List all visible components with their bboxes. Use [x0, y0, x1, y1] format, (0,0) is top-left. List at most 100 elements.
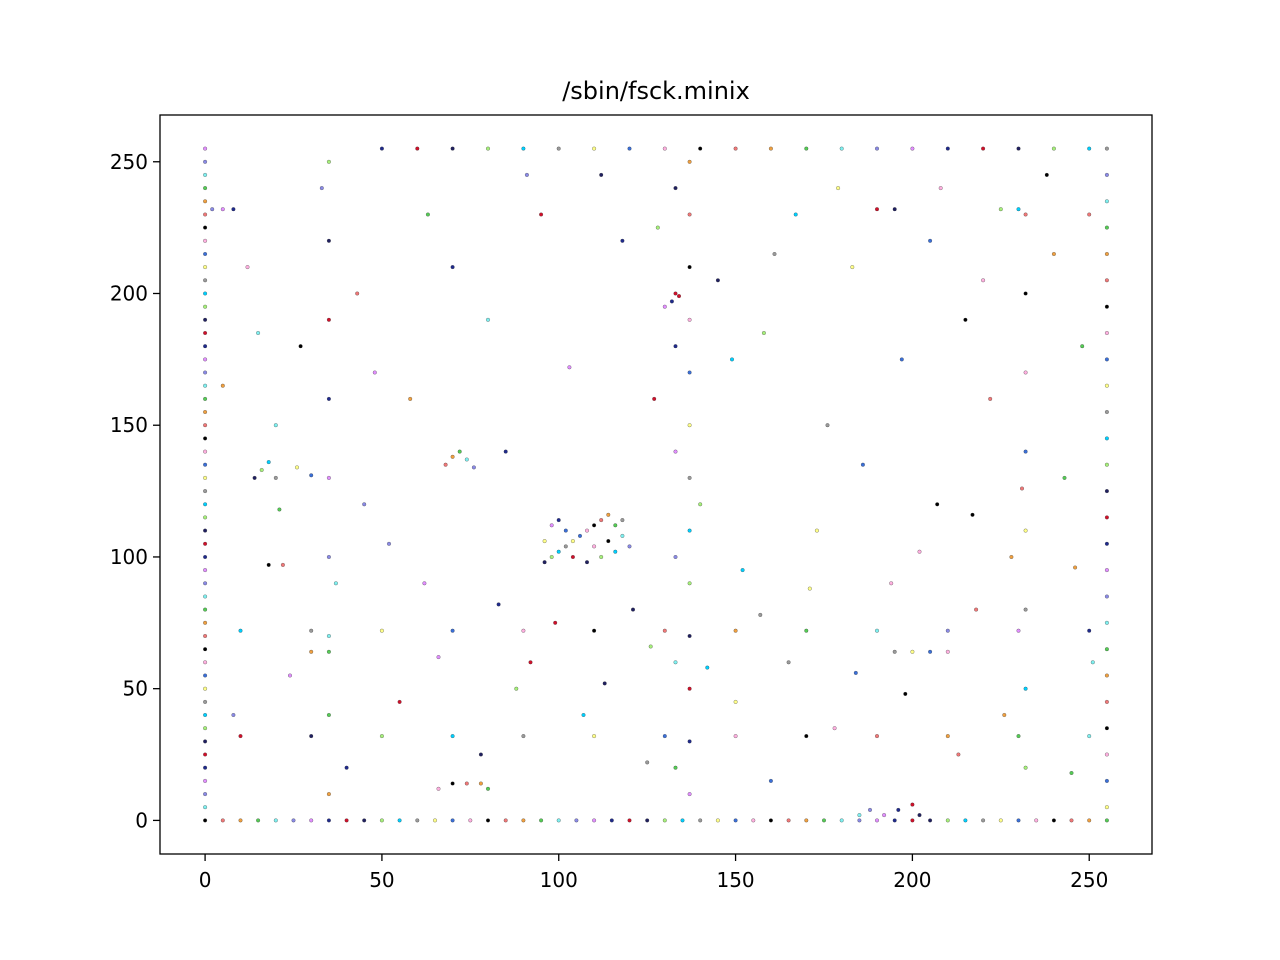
- point-dense-lines-71: [203, 555, 208, 559]
- plot-area: [159, 114, 1153, 855]
- point-scattered-23: [422, 581, 427, 586]
- point-dense-lines-135: [1104, 541, 1109, 546]
- point-dense-lines-181: [326, 555, 331, 559]
- point-scattered-56: [450, 265, 455, 270]
- point-dense-lines-217: [892, 207, 897, 212]
- x-tick-label-3: 150: [716, 868, 754, 892]
- point-dense-lines-144: [1104, 304, 1109, 309]
- point-scattered-38: [231, 713, 236, 717]
- point-dense-lines-192: [592, 628, 597, 633]
- point-dense-lines-13: [433, 818, 437, 823]
- point-dense-lines-63: [203, 660, 208, 665]
- point-dense-lines-221: [910, 649, 915, 654]
- point-scattered-55: [372, 370, 377, 375]
- point-dense-lines-127: [1104, 752, 1109, 757]
- point-dense-lines-46: [1016, 818, 1021, 823]
- point-scattered-76: [705, 665, 710, 670]
- point-cluster-center-41: [478, 781, 483, 786]
- point-dense-lines-141: [1104, 383, 1109, 388]
- point-dense-lines-94: [203, 252, 208, 256]
- point-cluster-center-46: [896, 807, 901, 812]
- point-dense-lines-132: [1104, 620, 1109, 625]
- point-cluster-center-0: [542, 560, 547, 565]
- point-dense-lines-37: [857, 818, 862, 823]
- point-dense-lines-104: [415, 146, 420, 151]
- point-dense-lines-189: [379, 628, 384, 633]
- point-dense-lines-106: [486, 146, 490, 151]
- point-scattered-51: [1002, 713, 1007, 717]
- point-dense-lines-204: [521, 734, 526, 739]
- point-dense-lines-43: [963, 818, 968, 823]
- point-dense-lines-108: [556, 146, 561, 151]
- point-dense-lines-11: [397, 818, 402, 823]
- point-scattered-18: [988, 396, 993, 401]
- point-dense-lines-226: [309, 649, 314, 654]
- point-dense-lines-166: [673, 449, 678, 454]
- point-dense-lines-122: [1051, 146, 1056, 151]
- point-scattered-8: [620, 238, 625, 243]
- point-dense-lines-64: [203, 647, 208, 652]
- point-dense-lines-185: [326, 238, 331, 243]
- y-tick-label-4: 200: [110, 281, 148, 305]
- point-cluster-center-15: [570, 555, 575, 559]
- point-scattered-54: [319, 186, 324, 191]
- point-dense-lines-173: [1023, 528, 1028, 533]
- point-scattered-30: [814, 528, 819, 533]
- point-scattered-50: [956, 752, 961, 757]
- point-cluster-center-7: [592, 523, 597, 528]
- point-cluster-center-13: [549, 523, 554, 528]
- point-scattered-79: [853, 670, 858, 675]
- point-cluster-center-11: [620, 533, 625, 538]
- point-scattered-25: [528, 660, 533, 665]
- point-dense-lines-177: [1023, 212, 1028, 217]
- point-scattered-40: [344, 765, 349, 770]
- point-dense-lines-195: [804, 628, 809, 633]
- point-dense-lines-4: [273, 818, 278, 823]
- point-dense-lines-136: [1104, 515, 1109, 520]
- point-dense-lines-118: [910, 146, 915, 151]
- point-dense-lines-115: [804, 146, 809, 151]
- point-dense-lines-74: [203, 515, 208, 520]
- point-scattered-17: [963, 317, 968, 322]
- point-dense-lines-17: [503, 818, 508, 823]
- point-scattered-7: [567, 365, 572, 370]
- point-dense-lines-170: [1023, 765, 1028, 770]
- point-dense-lines-113: [733, 146, 738, 151]
- point-dense-lines-69: [203, 581, 208, 586]
- point-dense-lines-60: [203, 699, 208, 704]
- point-dense-lines-92: [203, 278, 208, 283]
- point-dense-lines-178: [326, 792, 331, 797]
- point-dense-lines-73: [203, 528, 208, 533]
- point-dense-lines-158: [687, 370, 692, 375]
- point-dense-lines-143: [1104, 331, 1109, 335]
- point-dense-lines-39: [892, 818, 897, 823]
- point-dense-lines-18: [521, 818, 526, 823]
- point-cluster-center-3: [563, 544, 568, 549]
- point-scattered-34: [974, 607, 979, 612]
- point-cluster-center-12: [627, 544, 632, 549]
- point-dense-lines-138: [1104, 462, 1109, 467]
- point-dense-lines-48: [1051, 818, 1056, 823]
- point-dense-lines-191: [521, 628, 526, 633]
- point-cluster-center-48: [917, 813, 922, 818]
- point-dense-lines-6: [309, 818, 314, 823]
- point-dense-lines-161: [687, 212, 692, 217]
- point-cluster-center-44: [868, 807, 872, 812]
- point-scattered-4: [425, 212, 430, 217]
- point-dense-lines-28: [698, 818, 703, 823]
- point-dense-lines-29: [715, 818, 720, 823]
- point-dense-lines-34: [804, 818, 809, 823]
- point-dense-lines-124: [1104, 146, 1109, 151]
- point-cluster-center-4: [570, 539, 575, 544]
- point-scattered-35: [1009, 555, 1014, 559]
- point-dense-lines-8: [344, 818, 349, 823]
- point-scattered-66: [1087, 212, 1092, 217]
- point-cluster-center-42: [486, 786, 490, 791]
- point-dense-lines-61: [203, 686, 208, 691]
- data-points: [203, 146, 1109, 823]
- point-cluster-center-24: [443, 462, 448, 467]
- point-scattered-49: [903, 691, 908, 696]
- point-dense-lines-213: [210, 207, 215, 212]
- point-scattered-37: [1090, 660, 1095, 665]
- point-cluster-center-45: [882, 813, 887, 818]
